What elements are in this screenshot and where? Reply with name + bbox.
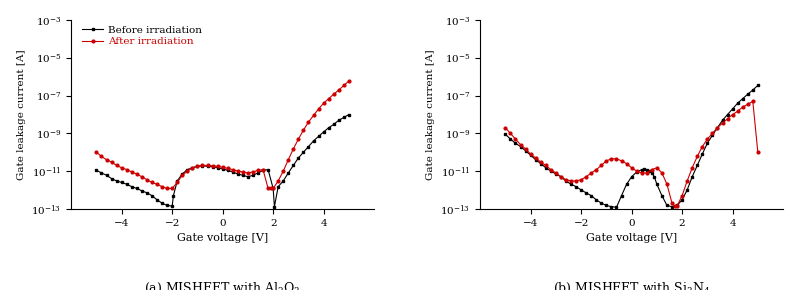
X-axis label: Gate voltage [V]: Gate voltage [V] xyxy=(586,233,677,243)
Before irradiation xyxy=(243,175,252,179)
After irradiation xyxy=(263,187,273,190)
Before irradiation xyxy=(753,84,763,87)
After irradiation xyxy=(592,168,601,171)
Before irradiation xyxy=(289,164,298,167)
After irradiation xyxy=(501,126,510,129)
Y-axis label: Gate leakage current [A]: Gate leakage current [A] xyxy=(426,49,435,180)
After irradiation xyxy=(162,187,172,190)
Before irradiation xyxy=(253,171,263,175)
Line: Before irradiation: Before irradiation xyxy=(504,84,759,209)
Before irradiation xyxy=(92,168,101,172)
After irradiation xyxy=(520,147,530,151)
Before irradiation xyxy=(501,133,510,136)
After irradiation xyxy=(218,166,227,169)
Line: After irradiation: After irradiation xyxy=(95,80,350,190)
After irradiation xyxy=(92,151,101,154)
After irradiation xyxy=(622,162,631,165)
Line: After irradiation: After irradiation xyxy=(504,100,759,207)
Before irradiation xyxy=(602,204,611,207)
Before irradiation xyxy=(238,173,248,177)
Before irradiation xyxy=(344,113,354,116)
After irradiation xyxy=(637,171,646,175)
After irradiation xyxy=(329,93,339,96)
Line: Before irradiation: Before irradiation xyxy=(95,113,350,208)
Text: (a) MISHFET with Al$_2$O$_3$: (a) MISHFET with Al$_2$O$_3$ xyxy=(145,280,301,290)
Before irradiation xyxy=(319,130,328,134)
Before irradiation xyxy=(611,206,621,209)
Text: (b) MISHFET with Si$_3$N$_4$: (b) MISHFET with Si$_3$N$_4$ xyxy=(553,280,710,290)
After irradiation xyxy=(187,166,197,170)
After irradiation xyxy=(253,168,263,172)
After irradiation xyxy=(748,100,758,103)
After irradiation xyxy=(344,79,354,83)
Legend: Before irradiation, After irradiation: Before irradiation, After irradiation xyxy=(82,26,202,46)
Before irradiation xyxy=(546,169,555,173)
X-axis label: Gate voltage [V]: Gate voltage [V] xyxy=(177,233,268,243)
Before irradiation xyxy=(652,182,661,186)
Before irradiation xyxy=(649,175,659,179)
After irradiation xyxy=(112,164,121,167)
Before irradiation xyxy=(270,205,279,209)
Y-axis label: Gate leakage current [A]: Gate leakage current [A] xyxy=(17,49,26,180)
After irradiation xyxy=(657,171,667,175)
After irradiation xyxy=(668,201,677,205)
Before irradiation xyxy=(645,169,654,173)
Before irradiation xyxy=(162,204,172,207)
After irradiation xyxy=(753,151,763,154)
Before irradiation xyxy=(672,204,682,207)
After irradiation xyxy=(670,204,679,208)
